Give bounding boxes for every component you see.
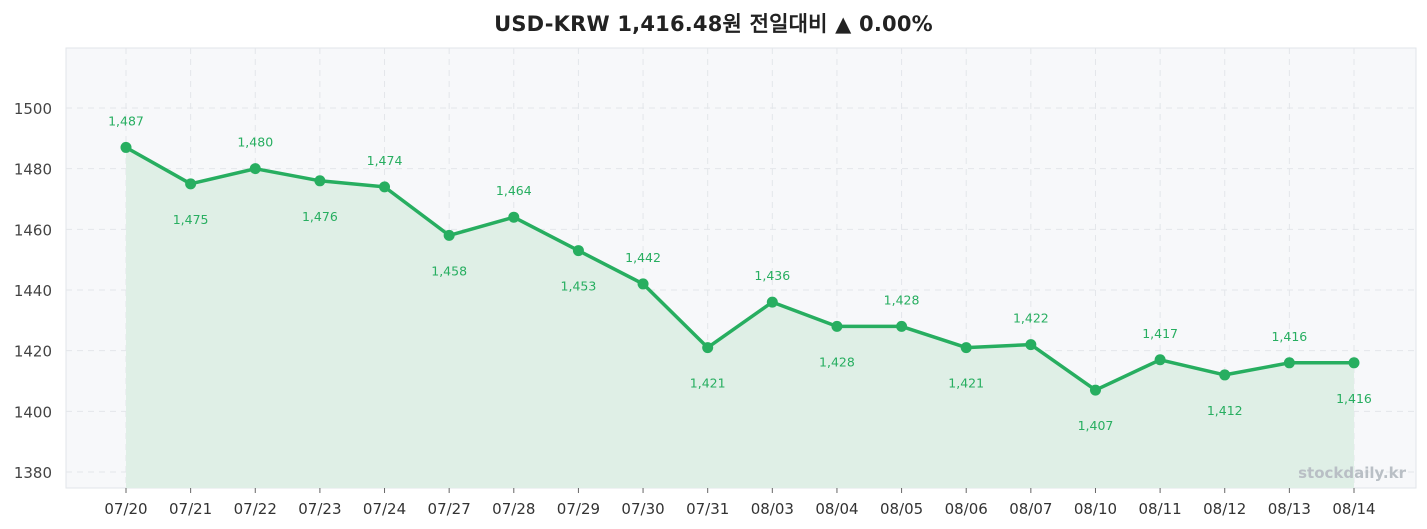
data-label: 1,453 xyxy=(561,279,597,294)
data-label: 1,480 xyxy=(237,135,273,150)
y-axis-ticks: 1380 1400 1420 1440 1460 1480 1500 xyxy=(14,100,52,482)
data-point xyxy=(1089,384,1101,396)
x-tick-label: 07/24 xyxy=(363,500,406,518)
x-tick-label: 08/03 xyxy=(751,500,794,518)
data-label: 1,417 xyxy=(1142,326,1178,341)
data-point xyxy=(637,278,649,290)
data-label: 1,428 xyxy=(884,292,920,307)
data-point xyxy=(766,296,778,308)
x-tick-label: 08/10 xyxy=(1074,500,1117,518)
data-point xyxy=(1154,354,1166,366)
y-tick-label: 1460 xyxy=(14,221,52,239)
data-point xyxy=(120,141,132,153)
data-label: 1,458 xyxy=(431,263,467,278)
data-label: 1,421 xyxy=(948,376,984,391)
x-tick-label: 08/12 xyxy=(1203,500,1246,518)
y-tick-label: 1440 xyxy=(14,282,52,300)
data-point xyxy=(508,211,520,223)
data-point xyxy=(1219,369,1231,381)
y-tick-label: 1480 xyxy=(14,161,52,179)
x-tick-label: 07/31 xyxy=(686,500,729,518)
x-tick-label: 08/13 xyxy=(1268,500,1311,518)
data-label: 1,416 xyxy=(1336,391,1372,406)
data-point xyxy=(1348,357,1360,369)
chart-title: USD-KRW 1,416.48원 전일대비 ▲ 0.00% xyxy=(494,12,933,36)
data-point xyxy=(831,320,843,332)
x-tick-label: 08/05 xyxy=(880,500,923,518)
data-label: 1,476 xyxy=(302,209,338,224)
x-tick-label: 08/14 xyxy=(1332,500,1375,518)
x-tick-label: 07/30 xyxy=(621,500,664,518)
data-label: 1,422 xyxy=(1013,311,1049,326)
data-label: 1,475 xyxy=(173,212,209,227)
x-tick-label: 08/07 xyxy=(1009,500,1052,518)
data-label: 1,436 xyxy=(754,268,790,283)
data-label: 1,474 xyxy=(367,153,403,168)
data-point xyxy=(185,178,197,190)
x-tick-label: 07/23 xyxy=(298,500,341,518)
x-tick-label: 08/06 xyxy=(945,500,988,518)
data-point xyxy=(896,320,908,332)
y-tick-label: 1380 xyxy=(14,464,52,482)
data-point xyxy=(572,245,584,257)
x-tick-label: 07/20 xyxy=(104,500,147,518)
data-label: 1,412 xyxy=(1207,403,1243,418)
x-tick-label: 07/29 xyxy=(557,500,600,518)
data-point xyxy=(960,342,972,354)
x-tick-label: 08/11 xyxy=(1138,500,1181,518)
series-line xyxy=(125,145,1354,392)
data-point xyxy=(379,181,391,193)
area-fill xyxy=(126,147,1354,488)
data-label: 1,407 xyxy=(1078,418,1114,433)
data-label: 1,442 xyxy=(625,250,661,265)
watermark: stockdaily.kr xyxy=(1298,464,1406,482)
x-tick-label: 07/22 xyxy=(234,500,277,518)
data-label: 1,464 xyxy=(496,183,532,198)
data-point xyxy=(702,342,714,354)
data-points xyxy=(120,141,1360,396)
data-labels: 1,487 1,475 1,480 1,476 1,474 1,458 1,464 1,453… xyxy=(108,113,1372,433)
x-axis-ticks: 07/20 07/21 07/22 07/23 07/24 07/27 07/28 07/29… xyxy=(104,488,1376,518)
data-label: 1,428 xyxy=(819,354,855,369)
data-label: 1,416 xyxy=(1271,329,1307,344)
data-point xyxy=(443,229,455,241)
data-point xyxy=(1025,339,1037,351)
x-tick-label: 08/04 xyxy=(815,500,858,518)
y-tick-label: 1420 xyxy=(14,343,52,361)
data-label: 1,421 xyxy=(690,376,726,391)
x-tick-label: 07/21 xyxy=(169,500,212,518)
data-label: 1,487 xyxy=(108,113,144,128)
x-tick-label: 07/28 xyxy=(492,500,535,518)
data-point xyxy=(249,163,261,175)
y-tick-label: 1500 xyxy=(14,100,52,118)
data-point xyxy=(314,175,326,187)
y-tick-label: 1400 xyxy=(14,403,52,421)
x-tick-label: 07/27 xyxy=(428,500,471,518)
data-point xyxy=(1283,357,1295,369)
